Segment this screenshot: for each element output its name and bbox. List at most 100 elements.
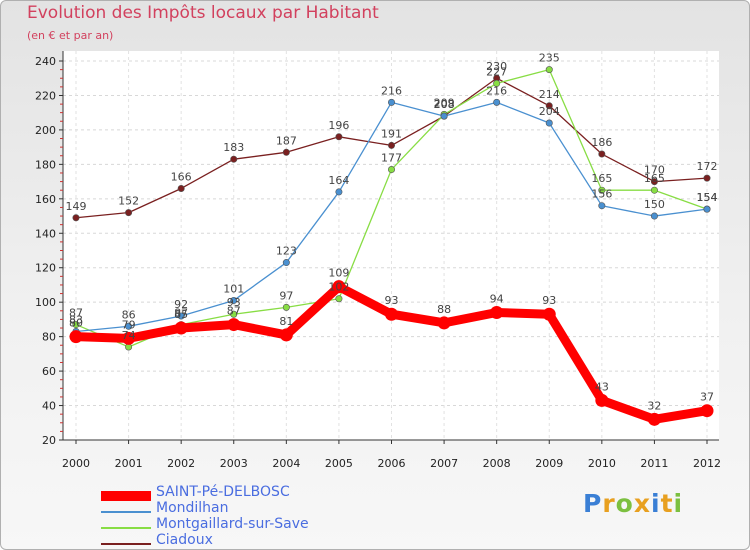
data-label: 83 bbox=[69, 313, 83, 326]
data-label: 164 bbox=[328, 174, 349, 187]
y-tick-label: 100 bbox=[35, 296, 56, 309]
logo-letter: r bbox=[602, 489, 616, 518]
logo-letter: t bbox=[660, 489, 674, 518]
data-point bbox=[335, 133, 343, 141]
data-label: 165 bbox=[591, 172, 612, 185]
data-label: 86 bbox=[122, 308, 136, 321]
y-tick-label: 20 bbox=[42, 434, 56, 447]
y-tick-label: 120 bbox=[35, 262, 56, 275]
data-point bbox=[493, 79, 501, 87]
legend-swatch bbox=[101, 527, 151, 529]
data-point bbox=[279, 328, 293, 342]
data-point bbox=[122, 331, 136, 345]
data-label: 87 bbox=[174, 307, 188, 320]
x-tick-label: 2006 bbox=[378, 457, 406, 470]
data-point bbox=[282, 148, 290, 156]
data-label: 123 bbox=[276, 245, 297, 258]
y-tick-label: 140 bbox=[35, 227, 56, 240]
data-label: 81 bbox=[279, 315, 293, 328]
legend-swatch bbox=[101, 491, 151, 501]
data-point bbox=[598, 150, 606, 158]
data-point bbox=[703, 174, 711, 182]
logo-letter: x bbox=[633, 489, 651, 518]
data-label: 186 bbox=[591, 136, 612, 149]
data-label: 85 bbox=[174, 308, 188, 321]
x-tick-label: 2001 bbox=[115, 457, 143, 470]
data-label: 92 bbox=[174, 298, 188, 311]
data-point bbox=[598, 202, 606, 210]
data-label: 156 bbox=[591, 188, 612, 201]
data-label: 101 bbox=[223, 282, 244, 295]
data-label: 154 bbox=[697, 191, 718, 204]
data-label: 208 bbox=[434, 98, 455, 111]
x-tick-label: 2005 bbox=[325, 457, 353, 470]
legend-swatch bbox=[101, 511, 151, 513]
data-point bbox=[493, 98, 501, 106]
y-tick-label: 240 bbox=[35, 55, 56, 68]
y-tick-label: 80 bbox=[42, 331, 56, 344]
x-tick-label: 2008 bbox=[483, 457, 511, 470]
data-point bbox=[647, 412, 661, 426]
y-tick-label: 60 bbox=[42, 365, 56, 378]
legend-swatch bbox=[101, 543, 151, 545]
data-point bbox=[437, 316, 451, 330]
data-point bbox=[595, 393, 609, 407]
data-label: 87 bbox=[69, 307, 83, 320]
data-label: 166 bbox=[171, 170, 192, 183]
data-point bbox=[177, 184, 185, 192]
data-label: 80 bbox=[69, 317, 83, 330]
data-label: 93 bbox=[227, 296, 241, 309]
data-label: 149 bbox=[66, 200, 87, 213]
data-label: 150 bbox=[644, 198, 665, 211]
data-label: 97 bbox=[279, 289, 293, 302]
data-point bbox=[650, 178, 658, 186]
logo-letter: P bbox=[583, 489, 603, 518]
data-label: 88 bbox=[437, 303, 451, 316]
y-tick-label: 160 bbox=[35, 193, 56, 206]
data-label: 227 bbox=[486, 65, 507, 78]
data-point bbox=[125, 322, 133, 330]
data-label: 208 bbox=[434, 98, 455, 111]
data-label: 154 bbox=[697, 191, 718, 204]
legend-label: Mondilhan bbox=[156, 500, 229, 516]
data-point bbox=[230, 310, 238, 318]
data-label: 235 bbox=[539, 52, 560, 65]
legend-label: Ciadoux bbox=[156, 532, 213, 548]
data-point bbox=[227, 318, 241, 332]
data-point bbox=[387, 166, 395, 174]
data-point bbox=[650, 186, 658, 194]
data-label: 102 bbox=[328, 281, 349, 294]
y-tick-label: 200 bbox=[35, 124, 56, 137]
data-point bbox=[650, 212, 658, 220]
data-label: 152 bbox=[118, 195, 139, 208]
logo-letter: i bbox=[673, 489, 684, 518]
data-label: 79 bbox=[122, 318, 136, 331]
data-point bbox=[542, 307, 556, 321]
chart-title: Evolution des Impôts locaux par Habitant bbox=[27, 3, 379, 23]
x-tick-label: 2007 bbox=[430, 457, 458, 470]
data-label: 165 bbox=[644, 172, 665, 185]
data-label: 32 bbox=[647, 399, 661, 412]
data-label: 109 bbox=[328, 267, 349, 280]
data-label: 183 bbox=[223, 141, 244, 154]
x-tick-label: 2002 bbox=[167, 457, 195, 470]
data-point bbox=[545, 119, 553, 127]
x-tick-label: 2009 bbox=[535, 457, 563, 470]
data-label: 230 bbox=[486, 60, 507, 73]
data-label: 196 bbox=[328, 119, 349, 132]
data-label: 216 bbox=[486, 84, 507, 97]
data-point bbox=[72, 321, 80, 329]
x-tick-label: 2010 bbox=[588, 457, 616, 470]
logo-letter: o bbox=[615, 489, 634, 518]
y-tick-label: 220 bbox=[35, 89, 56, 102]
data-point bbox=[125, 209, 133, 217]
data-label: 214 bbox=[539, 88, 560, 101]
data-point bbox=[282, 303, 290, 311]
data-point bbox=[387, 98, 395, 106]
data-label: 204 bbox=[539, 105, 560, 118]
x-tick-label: 2012 bbox=[693, 457, 721, 470]
data-point bbox=[387, 141, 395, 149]
data-label: 74 bbox=[122, 329, 136, 342]
